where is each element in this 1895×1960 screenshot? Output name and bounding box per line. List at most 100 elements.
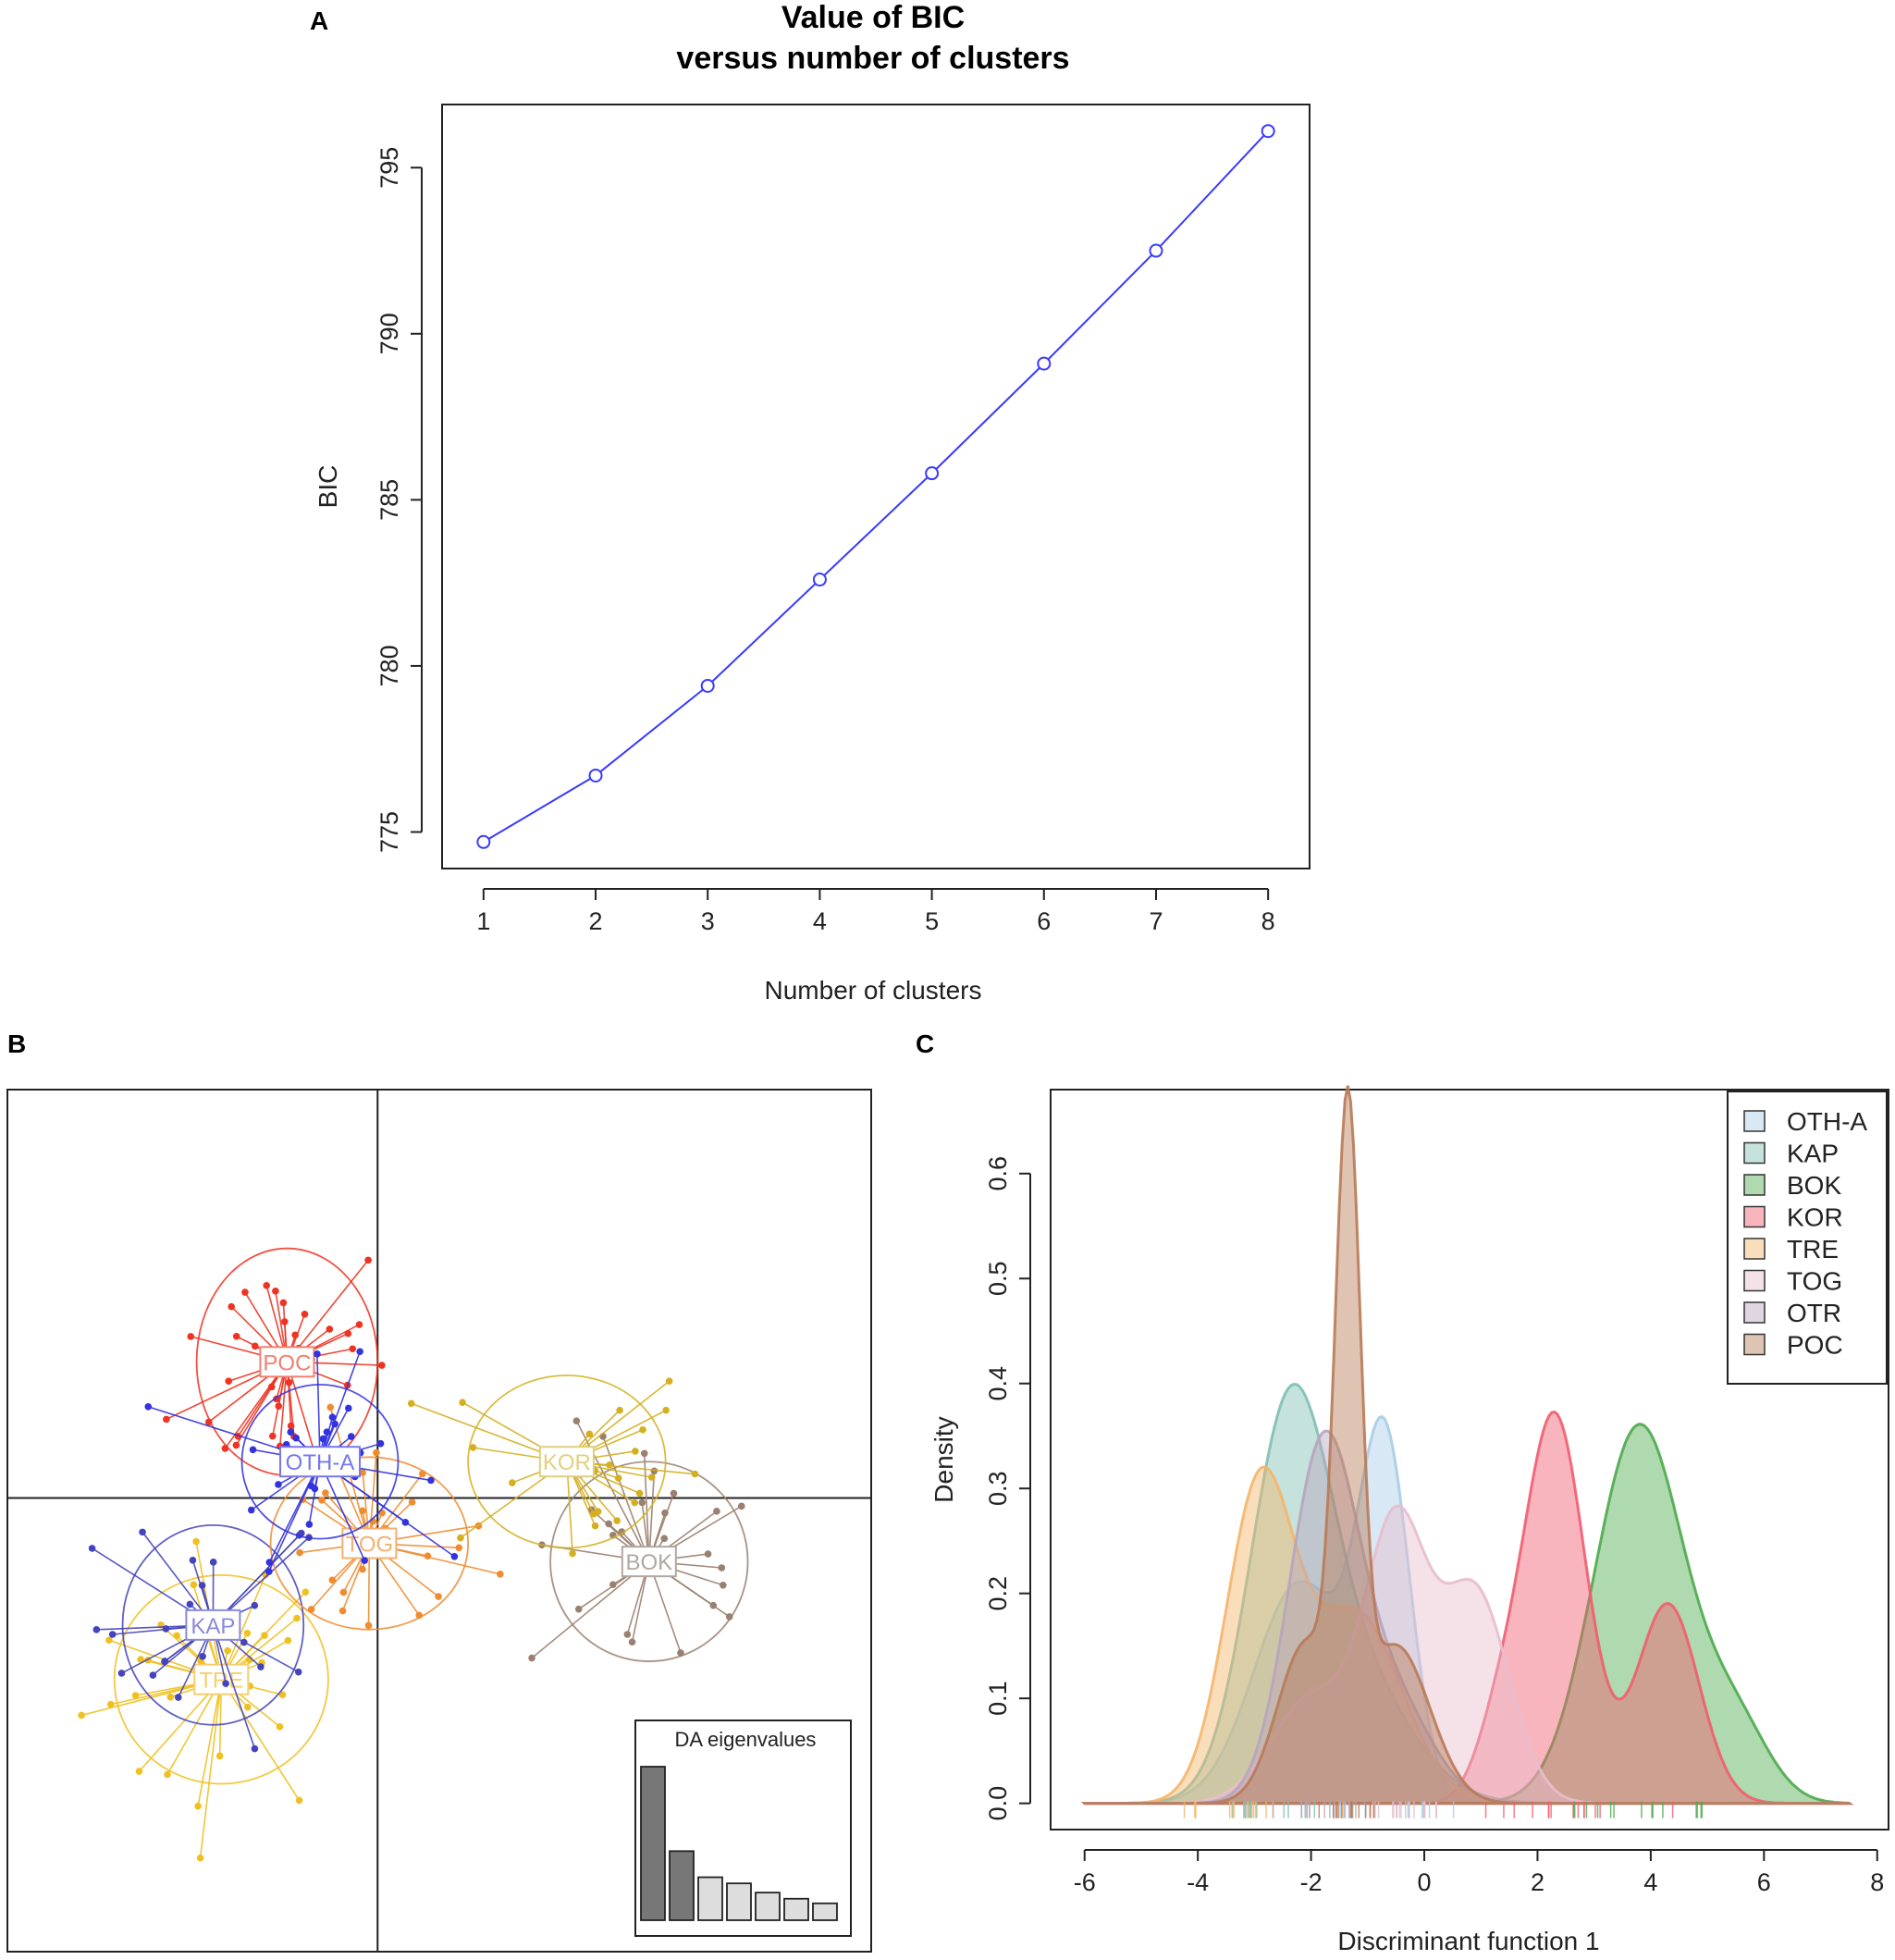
density-plot-frame: [1050, 1089, 1889, 1831]
bic-x-tick-label: 6: [1037, 907, 1051, 935]
group-point: [347, 1433, 355, 1440]
group-point: [139, 1528, 146, 1536]
bic-y-tick-label: 780: [375, 645, 403, 686]
bic-y-tick-label: 775: [375, 811, 403, 853]
group-point: [359, 1469, 366, 1476]
group-point: [509, 1479, 516, 1486]
legend-swatch-bok: [1743, 1174, 1766, 1196]
group-tog: TOG: [269, 1403, 504, 1631]
group-point: [331, 1420, 338, 1428]
group-point: [241, 1288, 249, 1296]
group-point: [459, 1399, 466, 1407]
group-point: [639, 1425, 646, 1434]
group-point: [92, 1626, 101, 1633]
group-point: [373, 1448, 380, 1457]
group-point: [574, 1605, 583, 1613]
group-point: [364, 1256, 372, 1264]
group-point: [691, 1470, 699, 1478]
eigenvalue-bars: [640, 1766, 838, 1921]
group-spoke: [166, 1679, 222, 1775]
group-ellipse: [269, 1456, 470, 1631]
eigenvalue-bar: [726, 1882, 752, 1921]
group-kor: KOR: [407, 1374, 699, 1558]
group-point: [287, 1428, 295, 1436]
group-kap: KAP: [88, 1524, 313, 1753]
bic-x-tick-label: 3: [701, 907, 715, 935]
eigenvalue-bar: [640, 1766, 666, 1921]
group-point: [228, 1302, 236, 1311]
density-x-tick-label: 0: [1418, 1868, 1432, 1896]
density-x-tick-label: 6: [1757, 1868, 1771, 1896]
group-point: [225, 1377, 232, 1386]
group-point: [187, 1333, 195, 1340]
group-label-box: [279, 1446, 362, 1478]
group-label-box: [538, 1446, 595, 1478]
group-label-box: [259, 1346, 315, 1378]
density-y-axis: 0.0 0.1 0.2 0.3 0.4 0.5 0.6: [984, 1156, 1031, 1821]
group-point: [224, 1646, 231, 1655]
bic-x-tick-label: 2: [589, 907, 603, 935]
group-point: [638, 1498, 646, 1507]
group-point: [314, 1350, 321, 1358]
group-point: [355, 1321, 363, 1328]
group-point: [326, 1325, 334, 1333]
group-point: [640, 1449, 648, 1458]
group-ellipse: [240, 1383, 400, 1540]
bic-y-axis: 775 780 785 790 795: [375, 147, 423, 853]
density-x-axis-label: Discriminant function 1: [1337, 1927, 1599, 1955]
group-label: KOR: [543, 1450, 591, 1475]
group-point: [725, 1613, 733, 1621]
group-point: [186, 1600, 194, 1609]
group-point: [591, 1522, 599, 1530]
dapc-scatterplot: TRE KAP TOG BOK KOR POC OTH-A DA eigenvalues: [6, 1089, 872, 1953]
group-point: [190, 1581, 198, 1589]
group-spoke: [220, 1679, 301, 1801]
group-point: [635, 1489, 644, 1498]
group-point: [594, 1508, 602, 1515]
bic-point: [812, 573, 827, 587]
density-x-tick-label: 4: [1643, 1868, 1657, 1896]
group-point: [737, 1502, 745, 1510]
bic-line: [483, 130, 1269, 844]
group-point: [275, 1481, 282, 1488]
group-point: [718, 1564, 726, 1572]
bic-x-tick-label: 4: [813, 907, 827, 935]
group-label-box: [341, 1527, 398, 1559]
group-point: [251, 1744, 259, 1753]
group-point: [528, 1654, 535, 1662]
group-label: TRE: [199, 1669, 243, 1694]
bic-x-tick-label: 7: [1149, 907, 1163, 935]
group-point: [279, 1299, 288, 1307]
group-point: [106, 1700, 115, 1708]
group-poc: POC: [163, 1247, 386, 1476]
density-y-tick-label: 0.1: [984, 1681, 1012, 1716]
legend-swatch-tre: [1743, 1238, 1766, 1260]
group-point: [284, 1636, 292, 1645]
group-point: [616, 1406, 623, 1414]
group-label: BOK: [625, 1550, 672, 1575]
density-y-axis-label: Density: [929, 1416, 958, 1502]
bic-point: [700, 678, 715, 693]
eigenvalue-bar: [812, 1902, 838, 1921]
group-label-box: [621, 1546, 677, 1578]
group-point: [232, 1332, 240, 1340]
panel-letter-b: B: [7, 1029, 26, 1058]
bic-chart: Value of BIC versus number of clusters 1…: [314, 0, 1311, 1005]
group-point: [301, 1311, 309, 1318]
group-spoke: [531, 1560, 650, 1659]
bic-chart-title-line-2: versus number of clusters: [676, 41, 1069, 76]
bic-chart-title-line-1: Value of BIC: [781, 0, 965, 35]
group-point: [322, 1489, 329, 1497]
bic-x-axis-label: Number of clusters: [765, 976, 982, 1005]
bic-point: [476, 834, 491, 849]
group-point: [298, 1529, 305, 1537]
density-x-tick-label: -2: [1300, 1868, 1323, 1896]
density-y-tick-label: 0.0: [984, 1786, 1012, 1821]
group-ellipse: [121, 1524, 305, 1726]
bic-y-tick-label: 795: [375, 147, 403, 189]
group-point: [497, 1571, 504, 1578]
group-point: [328, 1413, 337, 1422]
density-chart: -6 -4 -2 0 2 4 6 8 0.0 0.1 0.2 0.3 0.4 0.5 0.6 Discri…: [929, 1085, 1889, 1955]
legend-label-tog: TOG: [1787, 1267, 1842, 1296]
group-point: [311, 1485, 319, 1493]
